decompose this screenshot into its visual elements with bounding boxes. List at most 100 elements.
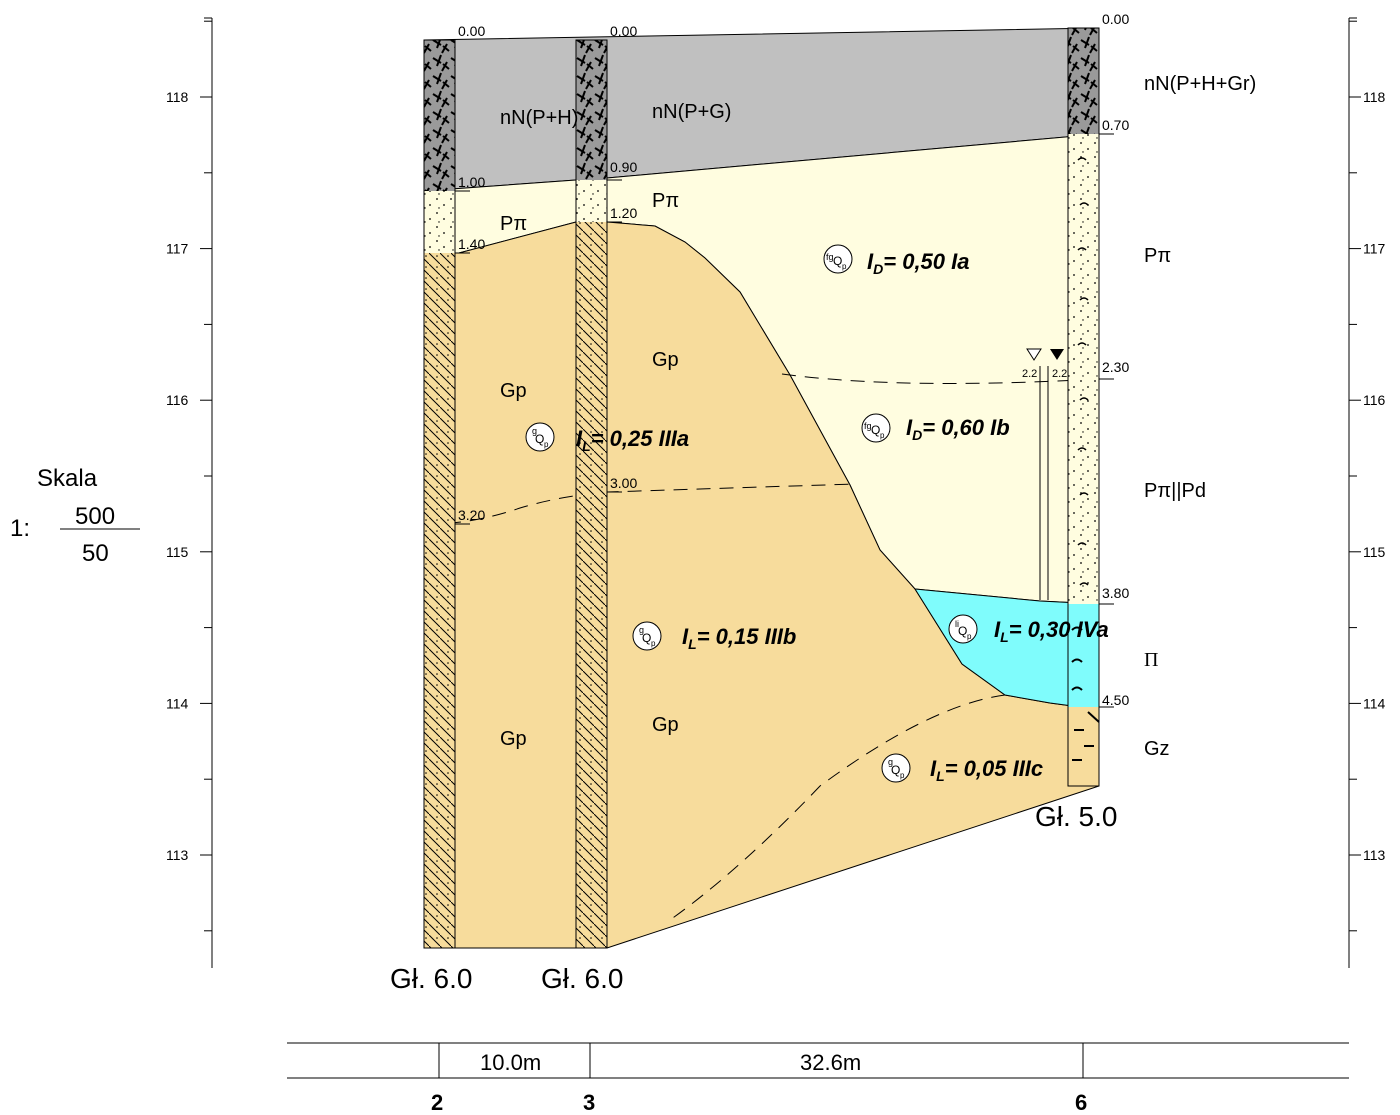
borehole-3-column[interactable]	[575, 39, 608, 949]
borehole-2-column[interactable]	[423, 39, 456, 949]
param-sub: D	[912, 427, 922, 443]
final-depth-bh6: Gł. 5.0	[1035, 801, 1117, 832]
elevation-tick-label: 116	[1363, 392, 1386, 408]
bh6-soil-label: Π	[1144, 649, 1158, 671]
soil-label-gp-bh2-lower: Gp	[500, 728, 527, 750]
boundary-IIIb-IIIc	[669, 694, 1006, 921]
symbol-sub: g	[532, 426, 537, 436]
left-ticks: 118 117 116 115 114 113	[166, 20, 212, 932]
svg-text:Q: Q	[871, 423, 880, 437]
layer-index-IIIb[interactable]: g Q p IL= 0,15 IIIb	[632, 621, 797, 652]
final-depth-bh3: Gł. 6.0	[541, 963, 623, 994]
symbol-sub: g	[639, 625, 644, 635]
station-number: 3	[583, 1090, 595, 1115]
water-level-stabilized: 2.2	[1052, 368, 1067, 380]
depth-label: 4.50	[1102, 692, 1129, 708]
param-sub: L	[688, 636, 697, 652]
depth-label: 1.40	[458, 236, 485, 252]
param-sub: L	[582, 438, 591, 454]
elevation-tick-label: 113	[1363, 847, 1386, 863]
param: I	[682, 624, 689, 649]
param: I	[930, 756, 937, 781]
distance-label: 32.6m	[800, 1050, 861, 1075]
svg-text:Q: Q	[642, 631, 651, 645]
svg-text:Q: Q	[535, 432, 544, 446]
depth-label: 3.00	[610, 475, 637, 491]
elevation-axis-right: 118 117 116 115 114 113	[1348, 17, 1386, 968]
water-level-initial: 2.2	[1022, 368, 1037, 380]
symbol-sub: li	[955, 619, 959, 629]
distance-table: 10.0m 32.6m 2 3 6	[287, 1042, 1349, 1115]
layer-index-IVa[interactable]: li Q p IL= 0,30 IVa	[948, 614, 1109, 645]
svg-text:Q: Q	[891, 763, 900, 777]
svg-text:IL= 0,30 IVa: IL= 0,30 IVa	[994, 617, 1109, 645]
symbol-sub: g	[888, 757, 893, 767]
param: I	[867, 249, 874, 274]
bh6-soil-label: Pπ	[1144, 245, 1171, 267]
layer-index-Ib[interactable]: fg Q p ID= 0,60 Ib	[861, 413, 1010, 443]
station-number: 6	[1075, 1090, 1087, 1115]
right-ticks: 118 117 116 115 114 113	[1349, 20, 1386, 932]
svg-text:ID= 0,50 Ia: ID= 0,50 Ia	[867, 249, 970, 277]
soil-label-sand-bh2: Pπ	[500, 213, 527, 235]
depth-label: 1.20	[610, 205, 637, 221]
scale-prefix: 1:	[10, 515, 30, 542]
symbol-sub: fg	[826, 252, 834, 262]
svg-text:Q: Q	[958, 624, 967, 638]
param-sub: L	[936, 768, 945, 784]
depth-label: 1.00	[458, 174, 485, 190]
bh6-soil-label: Pπ||Pd	[1144, 480, 1206, 502]
param-sub: L	[1000, 629, 1009, 645]
svg-text:IL= 0,25 IIIa: IL= 0,25 IIIa	[576, 426, 689, 454]
station-number: 2	[431, 1090, 443, 1115]
symbol-sub: fg	[864, 421, 872, 431]
param-value: = 0,25 IIIa	[591, 426, 689, 451]
boundary-Ia-Ib	[781, 373, 1100, 384]
svg-text:IL= 0,05 IIIc: IL= 0,05 IIIc	[930, 756, 1043, 784]
soil-label-gp-bh3-upper: Gp	[652, 349, 679, 371]
symbol-sub: p	[651, 639, 656, 648]
elevation-tick-label: 118	[1363, 89, 1386, 105]
layer-index-IIIc[interactable]: g Q p IL= 0,05 IIIc	[881, 753, 1043, 784]
elevation-tick-label: 115	[1363, 544, 1386, 560]
depth-labels-bh6: 0.00 0.70 2.30 3.80 4.50	[1099, 11, 1129, 708]
soil-label-gp-bh2-upper: Gp	[500, 380, 527, 402]
distance-label: 10.0m	[480, 1050, 541, 1075]
depth-label: 3.20	[458, 507, 485, 523]
depth-labels-bh3: 0.00 0.90 1.20 3.00	[607, 23, 637, 493]
elevation-tick-label: 113	[166, 847, 189, 863]
elevation-axis-left: 118 117 116 115 114 113	[166, 17, 213, 968]
soil-label-fill-bh2: nN(P+H)	[500, 107, 578, 129]
bh6-soil-label: Gz	[1144, 738, 1170, 760]
depth-label: 0.00	[610, 23, 637, 39]
param-value: = 0,05 IIIc	[945, 756, 1043, 781]
elevation-tick-label: 116	[166, 392, 189, 408]
symbol-sub: p	[900, 771, 905, 780]
scale-denominator: 50	[82, 540, 109, 567]
param-value: = 0,30 IVa	[1009, 617, 1109, 642]
svg-text:ID= 0,60 Ib: ID= 0,60 Ib	[906, 415, 1010, 443]
depth-label: 2.30	[1102, 359, 1129, 375]
param-value: = 0,15 IIIb	[697, 624, 797, 649]
final-depth-bh2: Gł. 6.0	[390, 963, 472, 994]
soil-label-gp-bh3-lower: Gp	[652, 714, 679, 736]
scale-numerator: 500	[75, 503, 115, 530]
symbol-sub: p	[544, 440, 549, 449]
scale-label: Skala	[37, 465, 98, 492]
svg-text:Q: Q	[833, 254, 842, 268]
elevation-tick-label: 117	[166, 241, 189, 257]
depth-label: 0.00	[1102, 11, 1129, 27]
water-level-marker: 2.2 2.2	[1022, 348, 1067, 600]
param-sub: D	[873, 261, 883, 277]
param: I	[576, 426, 583, 451]
elevation-tick-label: 115	[166, 544, 189, 560]
bh6-soil-label: nN(P+H+Gr)	[1144, 73, 1256, 95]
layer-index-Ia[interactable]: fg Q p ID= 0,50 Ia	[823, 244, 970, 277]
param-value: = 0,50 Ia	[883, 249, 969, 274]
depth-label: 0.90	[610, 159, 637, 175]
param: I	[994, 617, 1001, 642]
borehole-6-column[interactable]	[1067, 27, 1100, 787]
layer-index-IIIa[interactable]: g Q p IL= 0,25 IIIa	[525, 422, 689, 454]
elevation-tick-label: 118	[166, 89, 189, 105]
